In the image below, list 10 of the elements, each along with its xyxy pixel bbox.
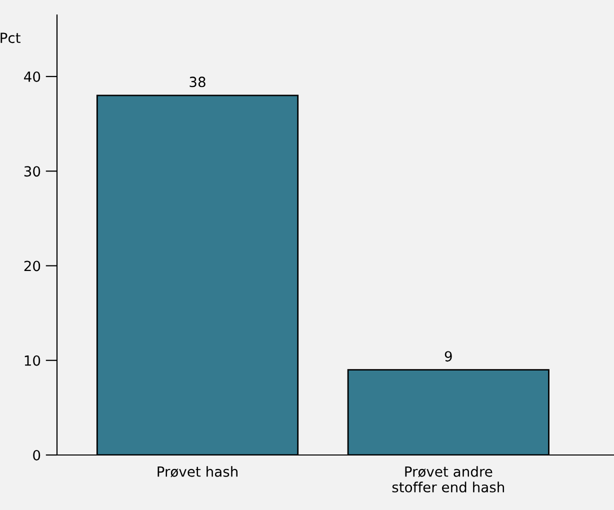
y-tick-label: 40 bbox=[24, 71, 40, 82]
y-tick-label: 0 bbox=[33, 450, 40, 460]
y-tick-label: 30 bbox=[24, 166, 40, 177]
y-axis-title: Pct bbox=[0, 32, 20, 44]
y-tick-label: 10 bbox=[24, 355, 40, 366]
x-tick-label: Prøvet hash bbox=[158, 466, 238, 478]
x-tick-label: Prøvet andre stoffer end hash bbox=[392, 466, 504, 492]
data-label: 38 bbox=[190, 76, 206, 88]
y-tick-label: 20 bbox=[24, 260, 40, 272]
data-label: 9 bbox=[444, 351, 452, 362]
